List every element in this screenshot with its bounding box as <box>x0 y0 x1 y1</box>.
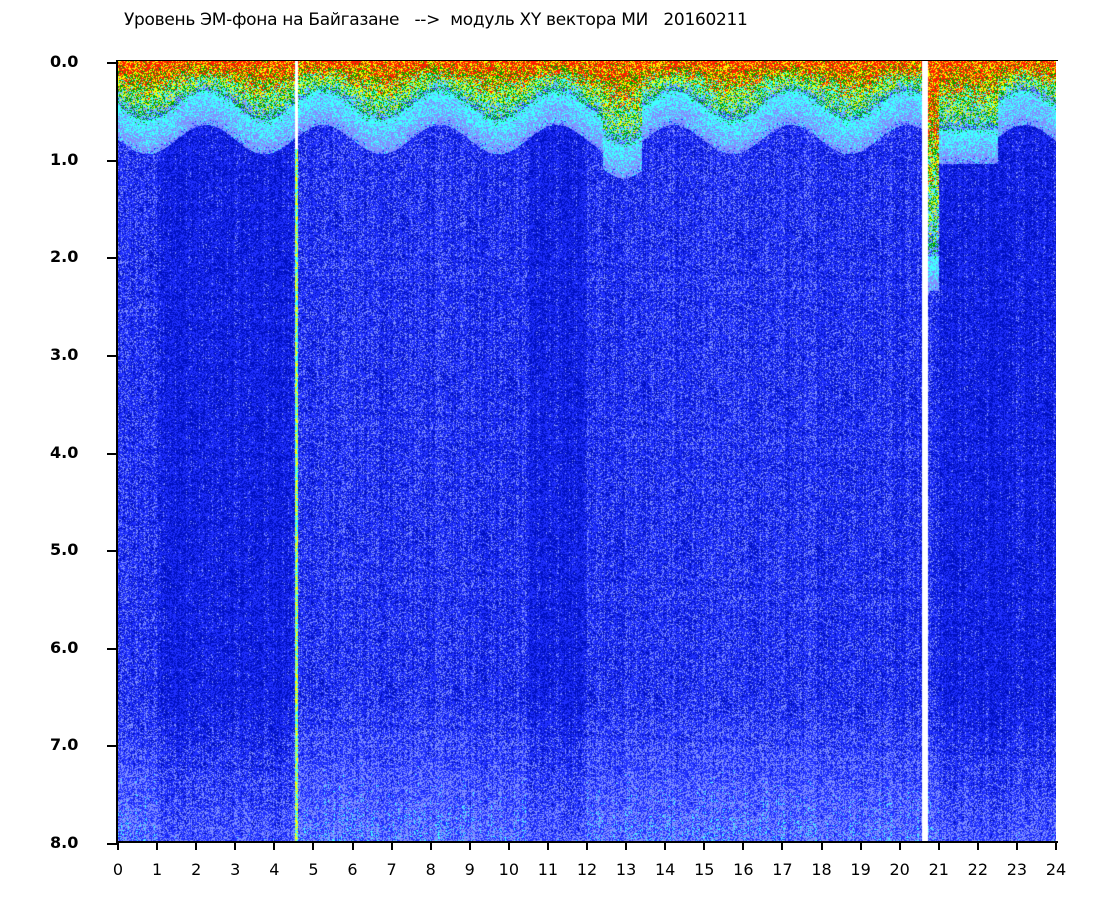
y-tick-label: 2.0 <box>50 247 79 267</box>
x-tick-label: 17 <box>772 860 793 879</box>
y-tick-label: 8.0 <box>50 833 79 852</box>
x-tick-label: 23 <box>1006 860 1028 879</box>
x-tick-mark <box>976 843 979 850</box>
x-tick-label: 0 <box>112 860 124 879</box>
x-tick-mark <box>859 843 862 850</box>
y-tick-mark <box>107 62 117 64</box>
x-tick-label: 14 <box>654 860 676 879</box>
x-tick-mark <box>625 843 628 850</box>
x-tick-mark <box>156 843 159 850</box>
x-tick-label: 7 <box>386 860 397 879</box>
x-tick-label: 24 <box>1045 860 1067 879</box>
y-tick-mark <box>107 745 117 748</box>
x-tick-label: 20 <box>889 860 910 879</box>
y-tick-mark <box>107 843 117 845</box>
x-tick-label: 5 <box>308 860 319 879</box>
x-tick-mark <box>898 843 901 850</box>
x-tick-mark <box>937 843 940 850</box>
x-tick-mark <box>468 843 471 850</box>
x-tick-mark <box>507 843 510 850</box>
x-tick-label: 4 <box>269 860 280 879</box>
x-tick-label: 3 <box>230 860 241 879</box>
chart-title: Уровень ЭМ-фона на Байгазане --> модуль … <box>124 10 748 30</box>
x-tick-mark <box>1015 843 1018 850</box>
x-tick-mark <box>312 843 315 850</box>
y-tick-label: 3.0 <box>50 344 79 364</box>
x-tick-mark <box>781 843 784 850</box>
y-tick-label: 6.0 <box>50 637 79 657</box>
x-tick-label: 13 <box>615 860 637 879</box>
x-tick-label: 12 <box>576 860 598 879</box>
x-tick-mark <box>664 843 667 850</box>
y-tick-label: 7.0 <box>50 735 79 755</box>
x-tick-mark <box>273 843 276 850</box>
x-tick-mark <box>1055 843 1057 850</box>
x-tick-label: 22 <box>967 860 988 879</box>
x-tick-label: 6 <box>347 860 358 879</box>
x-tick-label: 8 <box>425 860 436 879</box>
y-tick-mark <box>107 257 117 260</box>
x-tick-mark <box>117 843 119 850</box>
x-tick-label: 1 <box>151 860 163 879</box>
x-tick-label: 16 <box>733 860 754 879</box>
x-tick-mark <box>703 843 706 850</box>
y-tick-mark <box>107 452 117 455</box>
x-tick-mark <box>234 843 237 850</box>
x-tick-mark <box>546 843 549 850</box>
y-tick-mark <box>107 647 117 650</box>
y-tick-label: 0.0 <box>50 52 79 71</box>
y-tick-label: 4.0 <box>50 442 79 462</box>
x-tick-label: 9 <box>464 860 475 879</box>
y-tick-label: 1.0 <box>50 149 79 169</box>
heatmap-canvas <box>118 61 1056 842</box>
x-tick-label: 21 <box>928 860 949 879</box>
x-tick-mark <box>742 843 745 850</box>
x-tick-mark <box>390 843 393 850</box>
x-tick-mark <box>351 843 354 850</box>
y-tick-label: 5.0 <box>50 540 79 560</box>
y-tick-mark <box>107 354 117 357</box>
plot-frame <box>116 60 1058 843</box>
x-tick-mark <box>586 843 588 850</box>
x-tick-label: 19 <box>850 860 871 879</box>
x-tick-label: 15 <box>694 860 715 879</box>
x-tick-label: 11 <box>537 860 559 879</box>
x-tick-label: 18 <box>811 860 832 879</box>
x-tick-mark <box>820 843 823 850</box>
x-tick-mark <box>429 843 432 850</box>
x-tick-label: 10 <box>498 860 519 879</box>
x-tick-mark <box>195 843 198 850</box>
y-tick-mark <box>107 159 117 162</box>
y-tick-mark <box>107 550 117 553</box>
x-tick-label: 2 <box>191 860 202 879</box>
